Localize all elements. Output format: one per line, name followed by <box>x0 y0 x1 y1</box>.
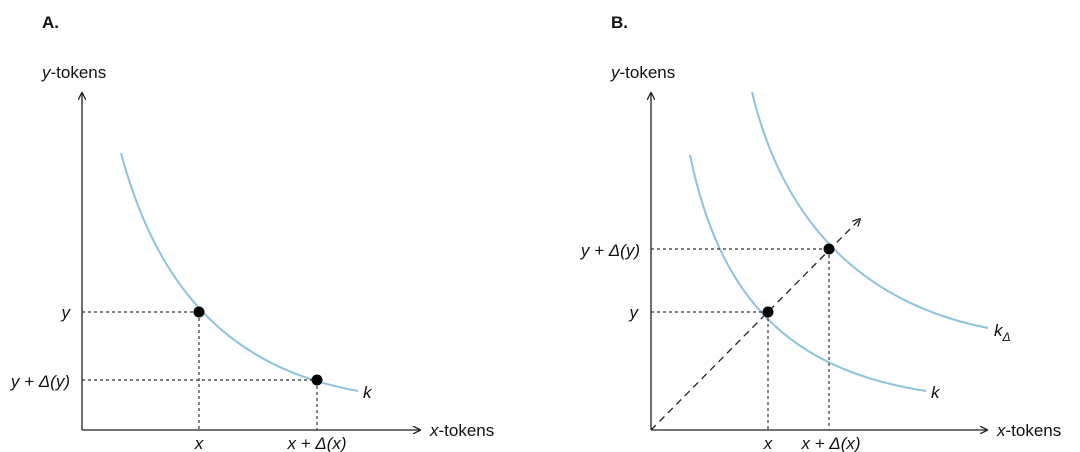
panel-b-x-label: x <box>763 434 773 452</box>
panel-a-y-axis-title: y-tokens <box>41 63 106 82</box>
panel-a-curve-k <box>120 152 359 392</box>
panel-a-x-delta-label: x + Δ(x) <box>286 434 346 452</box>
panel-b-y-delta-label: y + Δ(y) <box>580 241 640 260</box>
panel-b-diagonal-ray <box>650 219 860 431</box>
panel-b-point-after-deposit <box>823 243 835 255</box>
panel-a-y-label: y <box>61 303 72 322</box>
panel-a-point-initial <box>193 306 205 318</box>
panel-b-x-delta-label: x + Δ(x) <box>800 434 860 452</box>
panel-b: B. y-tokens x-tokens y y + Δ(y) x x + Δ(… <box>580 13 1061 452</box>
panel-a-curve-label: k <box>363 383 373 402</box>
panel-b-curve-label: k <box>931 383 941 402</box>
panel-b-y-axis-title: y-tokens <box>610 63 675 82</box>
panel-a-x-label: x <box>194 434 204 452</box>
panel-a-label: A. <box>42 13 59 32</box>
panel-b-point-initial <box>762 306 774 318</box>
panel-a-x-axis-title: x-tokens <box>429 421 494 440</box>
panel-a-point-after-trade <box>311 374 323 386</box>
panel-b-y-label: y <box>629 303 640 322</box>
panel-a: A. y-tokens x-tokens y y + Δ(y) x x + Δ(… <box>10 13 494 452</box>
panel-b-curve-delta-base: k <box>994 321 1004 340</box>
panel-b-label: B. <box>611 13 628 32</box>
panel-b-curve-delta-label: kΔ <box>994 321 1011 344</box>
panel-b-curve-k-delta <box>751 91 989 329</box>
panel-b-curve-delta-subscript: Δ <box>1002 330 1011 344</box>
panel-b-x-axis-title: x-tokens <box>996 421 1061 440</box>
panel-b-curve-k <box>689 154 927 392</box>
panel-a-y-delta-label: y + Δ(y) <box>10 372 70 391</box>
